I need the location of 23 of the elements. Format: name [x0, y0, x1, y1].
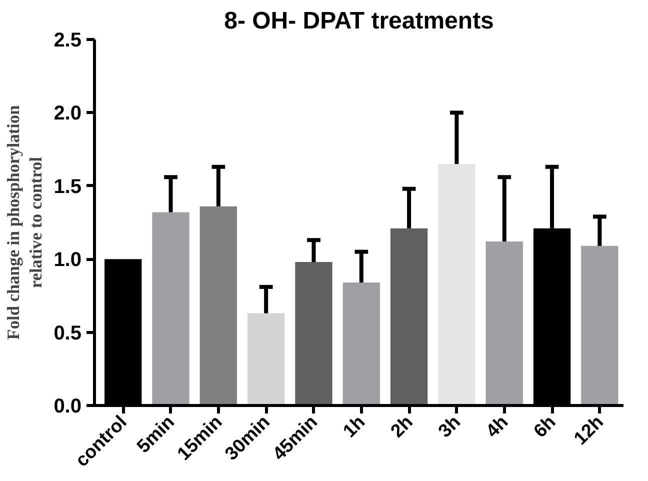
- y-tick-label: 2.0: [54, 102, 82, 125]
- bar: [152, 212, 190, 406]
- x-tick-label: 1h: [338, 411, 369, 442]
- bar: [295, 262, 332, 406]
- bar: [438, 164, 476, 406]
- bar: [581, 246, 618, 406]
- bar: [342, 282, 380, 406]
- bar: [390, 228, 428, 406]
- bar: [200, 206, 237, 406]
- y-tick-label: 0.0: [54, 396, 82, 418]
- y-tick-label: 0.5: [54, 322, 82, 344]
- bar: [486, 242, 523, 406]
- x-tick-label: 3h: [434, 411, 464, 442]
- bar: [247, 313, 285, 406]
- y-tick-label: 2.5: [54, 30, 82, 52]
- x-tick-label: 4h: [482, 411, 512, 442]
- x-tick-label: 2h: [386, 411, 416, 442]
- y-tick-label: 1.0: [54, 249, 82, 272]
- x-tick-label: 12h: [570, 411, 608, 449]
- y-axis-title: Fold change in phosphorylation relative to control: [4, 104, 46, 340]
- y-tick-label: 1.5: [54, 176, 82, 198]
- x-tick-label: 6h: [529, 411, 560, 442]
- chart-title: 8- OH- DPAT treatments: [224, 8, 494, 34]
